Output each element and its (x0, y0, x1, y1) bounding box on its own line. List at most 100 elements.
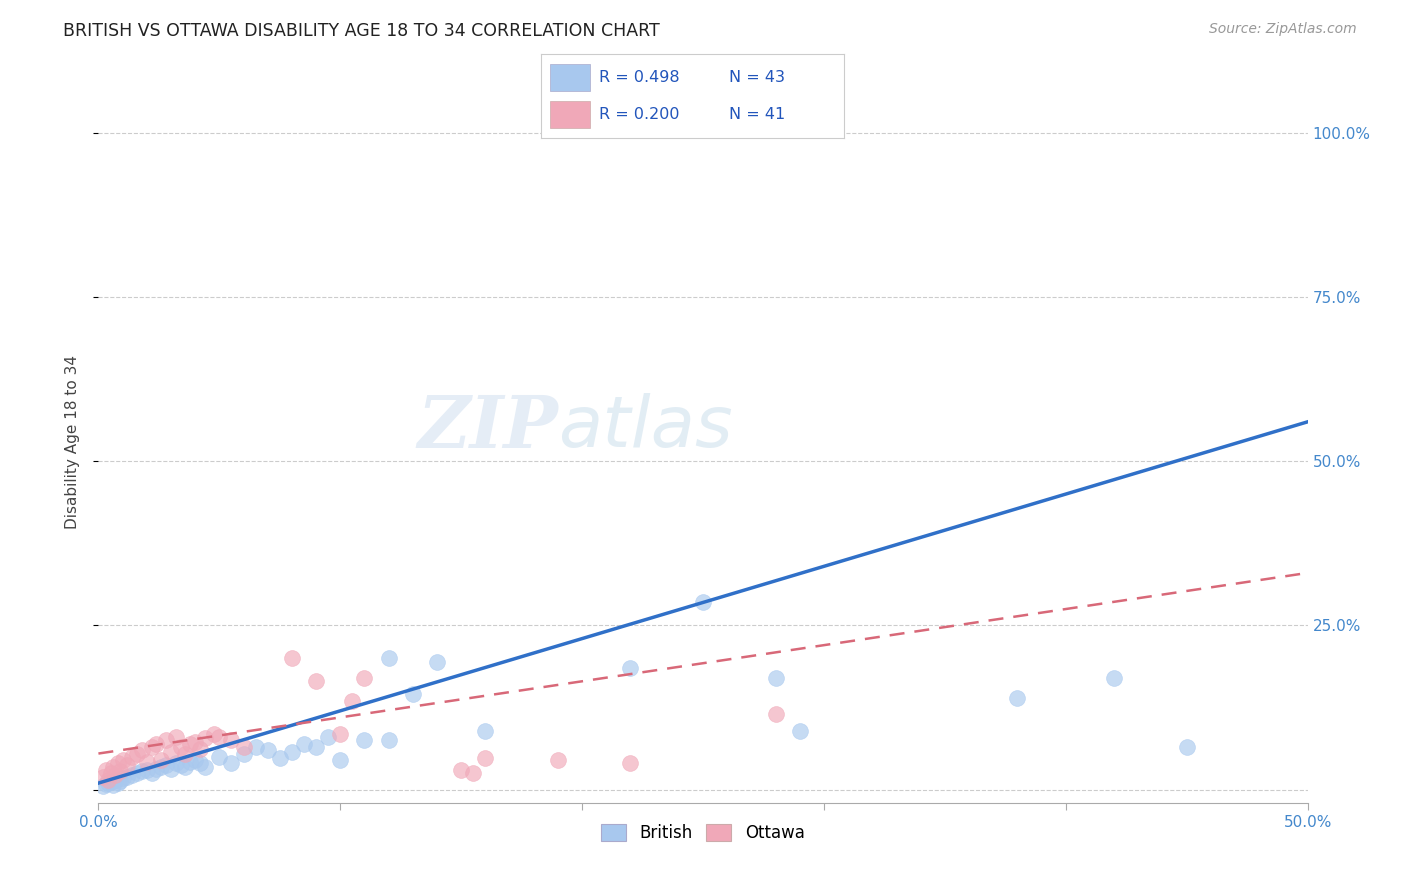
Legend: British, Ottawa: British, Ottawa (595, 817, 811, 848)
Point (474, 751, 496, 765)
Point (131, 743, 153, 757)
Point (194, 731, 217, 746)
Point (329, 753, 352, 767)
Point (165, 730, 187, 744)
Text: N = 43: N = 43 (728, 70, 785, 85)
Point (155, 757, 177, 772)
Point (97, 776, 120, 790)
Point (269, 751, 291, 765)
Point (619, 756, 641, 771)
Point (547, 753, 569, 767)
Point (135, 755, 157, 769)
Text: ZIP: ZIP (418, 392, 558, 463)
Point (121, 749, 143, 764)
Point (108, 774, 131, 789)
Point (150, 760, 173, 774)
Point (108, 764, 131, 779)
Point (232, 739, 254, 754)
Point (104, 768, 127, 782)
Point (111, 753, 134, 767)
Point (100, 766, 122, 780)
Text: atlas: atlas (558, 392, 733, 461)
Point (208, 730, 231, 744)
Point (184, 753, 207, 767)
Text: R = 0.498: R = 0.498 (599, 70, 679, 85)
Point (281, 745, 304, 759)
Point (329, 727, 352, 741)
Point (91, 770, 114, 784)
Point (377, 733, 399, 747)
Point (377, 651, 399, 665)
Point (100, 774, 122, 789)
Point (342, 694, 364, 708)
Point (1175, 739, 1198, 754)
Point (188, 742, 211, 756)
Point (169, 757, 191, 772)
Point (131, 764, 153, 779)
Point (474, 723, 496, 738)
Text: BRITISH VS OTTAWA DISABILITY AGE 18 TO 34 CORRELATION CHART: BRITISH VS OTTAWA DISABILITY AGE 18 TO 3… (63, 22, 659, 40)
Point (104, 772, 127, 787)
Point (619, 661, 641, 675)
Point (111, 771, 134, 785)
Point (208, 749, 231, 764)
Point (221, 756, 243, 771)
Point (127, 747, 149, 761)
Point (221, 733, 243, 747)
Point (765, 671, 787, 685)
Text: R = 0.200: R = 0.200 (599, 107, 679, 122)
Point (194, 760, 217, 774)
Point (94, 777, 117, 791)
Point (165, 756, 187, 771)
Point (94, 763, 117, 777)
Text: N = 41: N = 41 (728, 107, 785, 122)
Point (150, 753, 173, 767)
Point (179, 755, 201, 769)
Point (121, 768, 143, 782)
Point (692, 595, 714, 609)
Point (316, 730, 339, 744)
Point (353, 671, 375, 685)
Point (141, 739, 163, 754)
Point (127, 766, 149, 780)
Point (256, 743, 278, 757)
Point (145, 737, 167, 751)
Point (91, 780, 114, 794)
Point (117, 770, 139, 784)
Point (463, 766, 485, 780)
Point (145, 762, 167, 776)
Text: Source: ZipAtlas.com: Source: ZipAtlas.com (1209, 22, 1357, 37)
Point (97, 772, 120, 787)
Point (160, 745, 183, 759)
Y-axis label: Disability Age 18 to 34: Disability Age 18 to 34 (65, 354, 80, 529)
Point (174, 760, 197, 774)
Point (204, 727, 226, 741)
Point (101, 778, 124, 792)
Point (188, 756, 211, 771)
Point (155, 733, 177, 747)
Point (353, 733, 375, 747)
Point (117, 757, 139, 772)
Point (1007, 690, 1029, 705)
Point (135, 763, 157, 777)
Point (1102, 671, 1125, 685)
Point (305, 674, 328, 689)
Point (184, 735, 207, 749)
Bar (550, 63, 589, 91)
Bar (550, 101, 589, 128)
Point (232, 747, 254, 761)
Point (169, 739, 191, 754)
Point (107, 756, 129, 771)
Point (245, 739, 267, 754)
Point (426, 655, 449, 669)
Point (402, 687, 425, 701)
Point (179, 737, 201, 751)
Point (281, 651, 304, 665)
Point (305, 739, 328, 754)
Point (450, 763, 472, 777)
Point (107, 776, 129, 790)
Point (160, 762, 183, 776)
Point (174, 747, 197, 761)
Point (765, 707, 787, 722)
Point (101, 760, 124, 774)
